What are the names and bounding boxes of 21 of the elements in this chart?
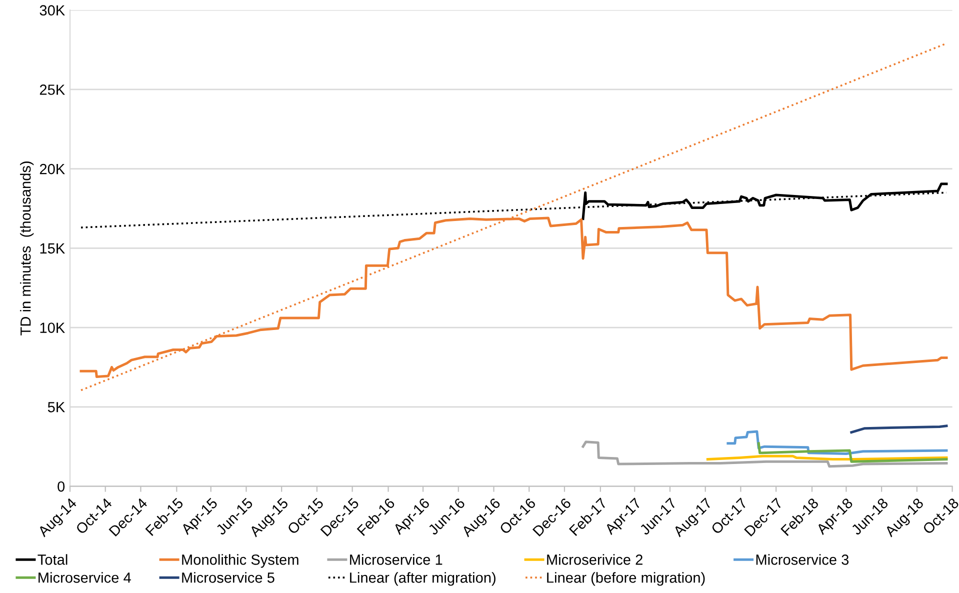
line-series [850,424,948,434]
legend-label: Microservice 1 [350,554,442,565]
legend-label: Microserivice 2 [547,554,642,565]
y-axis-title: TD in minutes (thousands) [20,162,34,336]
y-tick-label: 0 [58,481,65,492]
legend-label: Linear (before migration) [547,572,705,586]
y-tick-label: 5K [48,402,65,412]
legend-label: Linear (after migration) [350,572,496,586]
legend-label: Microservice 3 [756,554,849,565]
line-series [582,440,948,468]
line-series [757,442,948,463]
legend-label: Monolithic System [182,554,298,568]
y-tick-label: 25K [40,84,65,95]
legend-label: Microservice 5 [182,572,274,583]
y-tick-label: 30K [40,5,65,16]
legend-label: Microservice 4 [38,572,131,583]
y-tick-label: 10K [40,322,65,333]
line-series [726,430,948,455]
legend-label: Total [38,554,68,565]
y-tick-label: 15K [40,243,65,254]
y-tick-label: 20K [40,164,65,174]
